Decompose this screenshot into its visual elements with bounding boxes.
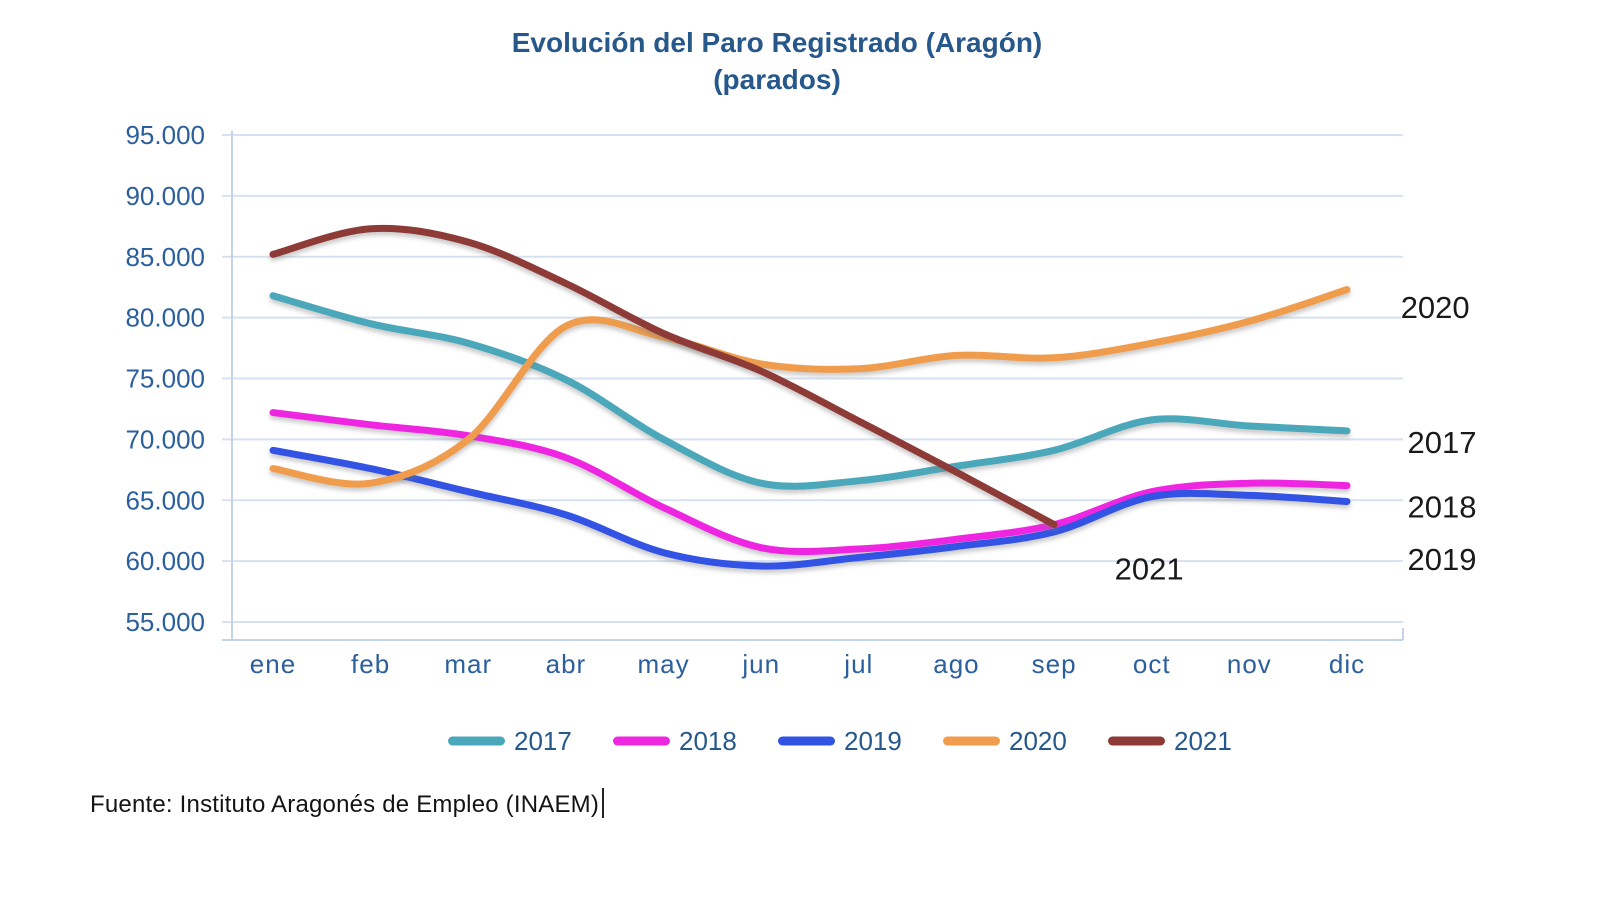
- y-axis-label: 60.000: [125, 546, 205, 576]
- x-axis-label: may: [637, 649, 689, 679]
- legend-swatch-2020: [943, 736, 1000, 746]
- y-axis-label: 85.000: [125, 242, 205, 272]
- series-line-2018: [269, 409, 1351, 556]
- chart-title-line2: (parados): [713, 64, 841, 95]
- x-axis-label: abr: [546, 649, 587, 679]
- y-axis-label: 65.000: [125, 485, 205, 515]
- x-axis-label: oct: [1133, 649, 1171, 679]
- y-axis-label: 75.000: [125, 364, 205, 394]
- y-axis-label: 95.000: [125, 120, 205, 150]
- series-label-2019: 2019: [1408, 542, 1477, 577]
- x-axis-label: dic: [1329, 649, 1365, 679]
- legend-label-2018: 2018: [679, 726, 737, 756]
- legend-label-2017: 2017: [514, 726, 572, 756]
- series-label-2018: 2018: [1408, 490, 1477, 525]
- y-axis-label: 90.000: [125, 181, 205, 211]
- chart-title: Evolución del Paro Registrado (Aragón) (…: [397, 24, 1157, 98]
- legend-label-2021: 2021: [1174, 726, 1232, 756]
- label-layer: 95.000 90.000 85.000 80.000 75.000 70.000 65.0…: [125, 120, 1476, 679]
- series-label-2017: 2017: [1408, 425, 1477, 460]
- y-axis-label: 70.000: [125, 424, 205, 454]
- legend-swatch-2019: [778, 736, 835, 746]
- legend-swatch-2018: [613, 736, 670, 746]
- source-caption: Fuente: Instituto Aragonés de Empleo (IN…: [90, 788, 605, 819]
- y-axis-label: 80.000: [125, 303, 205, 333]
- y-axis-label: 55.000: [125, 607, 205, 637]
- x-axis-label: ene: [250, 649, 296, 679]
- x-axis-label: jul: [843, 649, 873, 679]
- x-axis-label: nov: [1227, 649, 1272, 679]
- legend: 2017 2018 2019 2020 2021: [448, 726, 1232, 756]
- legend-label-2020: 2020: [1009, 726, 1067, 756]
- series-line-2020: [269, 286, 1351, 488]
- series-line-2019: [269, 446, 1351, 570]
- legend-swatch-2021: [1108, 736, 1165, 746]
- text-cursor: [602, 788, 605, 818]
- source-text: Fuente: Instituto Aragonés de Empleo (IN…: [90, 791, 600, 818]
- chart-title-line1: Evolución del Paro Registrado (Aragón): [511, 27, 1043, 58]
- legend-swatch-2017: [448, 736, 505, 746]
- x-axis-label: mar: [444, 649, 492, 679]
- series-label-2021: 2021: [1115, 552, 1184, 587]
- x-axis-label: jun: [741, 649, 780, 679]
- x-axis-label: ago: [933, 649, 979, 679]
- x-axis-label: sep: [1032, 649, 1077, 679]
- series-line-2017: [269, 292, 1351, 490]
- series-line-2021: [269, 224, 1058, 529]
- series-label-2020: 2020: [1401, 290, 1470, 325]
- series-layer: [269, 224, 1351, 570]
- legend-label-2019: 2019: [844, 726, 902, 756]
- x-axis-label: feb: [351, 649, 390, 679]
